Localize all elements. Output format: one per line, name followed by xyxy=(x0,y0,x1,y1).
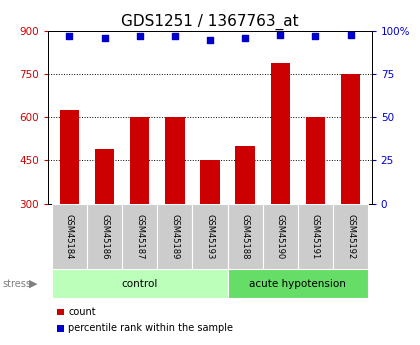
Point xyxy=(242,35,249,41)
Bar xyxy=(130,117,150,290)
Bar xyxy=(298,204,333,269)
Bar xyxy=(270,63,290,290)
Text: control: control xyxy=(121,279,158,289)
Text: GSM45193: GSM45193 xyxy=(205,214,215,259)
Text: acute hypotension: acute hypotension xyxy=(249,279,346,289)
Text: GSM45192: GSM45192 xyxy=(346,214,355,259)
Bar xyxy=(87,204,122,269)
Bar xyxy=(52,204,87,269)
Text: GSM45189: GSM45189 xyxy=(171,214,179,259)
Bar xyxy=(236,146,255,290)
Bar xyxy=(60,110,79,290)
Text: GSM45186: GSM45186 xyxy=(100,214,109,259)
Point xyxy=(277,32,284,37)
Title: GDS1251 / 1367763_at: GDS1251 / 1367763_at xyxy=(121,13,299,30)
Text: GSM45188: GSM45188 xyxy=(241,214,249,259)
Point xyxy=(171,33,178,39)
Bar xyxy=(157,204,192,269)
Text: GSM45184: GSM45184 xyxy=(65,214,74,259)
Point xyxy=(101,35,108,41)
Text: count: count xyxy=(68,307,96,317)
Text: GSM45191: GSM45191 xyxy=(311,214,320,259)
Point xyxy=(312,33,319,39)
Bar xyxy=(341,74,360,290)
Bar xyxy=(263,204,298,269)
Text: ▶: ▶ xyxy=(29,279,37,289)
Text: percentile rank within the sample: percentile rank within the sample xyxy=(68,324,234,333)
Point xyxy=(66,33,73,39)
Bar xyxy=(228,269,368,298)
Bar xyxy=(192,204,228,269)
Bar xyxy=(200,160,220,290)
Point xyxy=(136,33,143,39)
Bar xyxy=(228,204,263,269)
Text: GSM45187: GSM45187 xyxy=(135,214,144,259)
Text: GSM45190: GSM45190 xyxy=(276,214,285,259)
Bar xyxy=(95,149,114,290)
Bar xyxy=(165,117,184,290)
Point xyxy=(207,37,213,42)
Bar xyxy=(52,269,228,298)
Bar xyxy=(306,117,325,290)
Text: stress: stress xyxy=(2,279,31,289)
Bar xyxy=(122,204,157,269)
Point xyxy=(347,32,354,37)
Bar xyxy=(333,204,368,269)
